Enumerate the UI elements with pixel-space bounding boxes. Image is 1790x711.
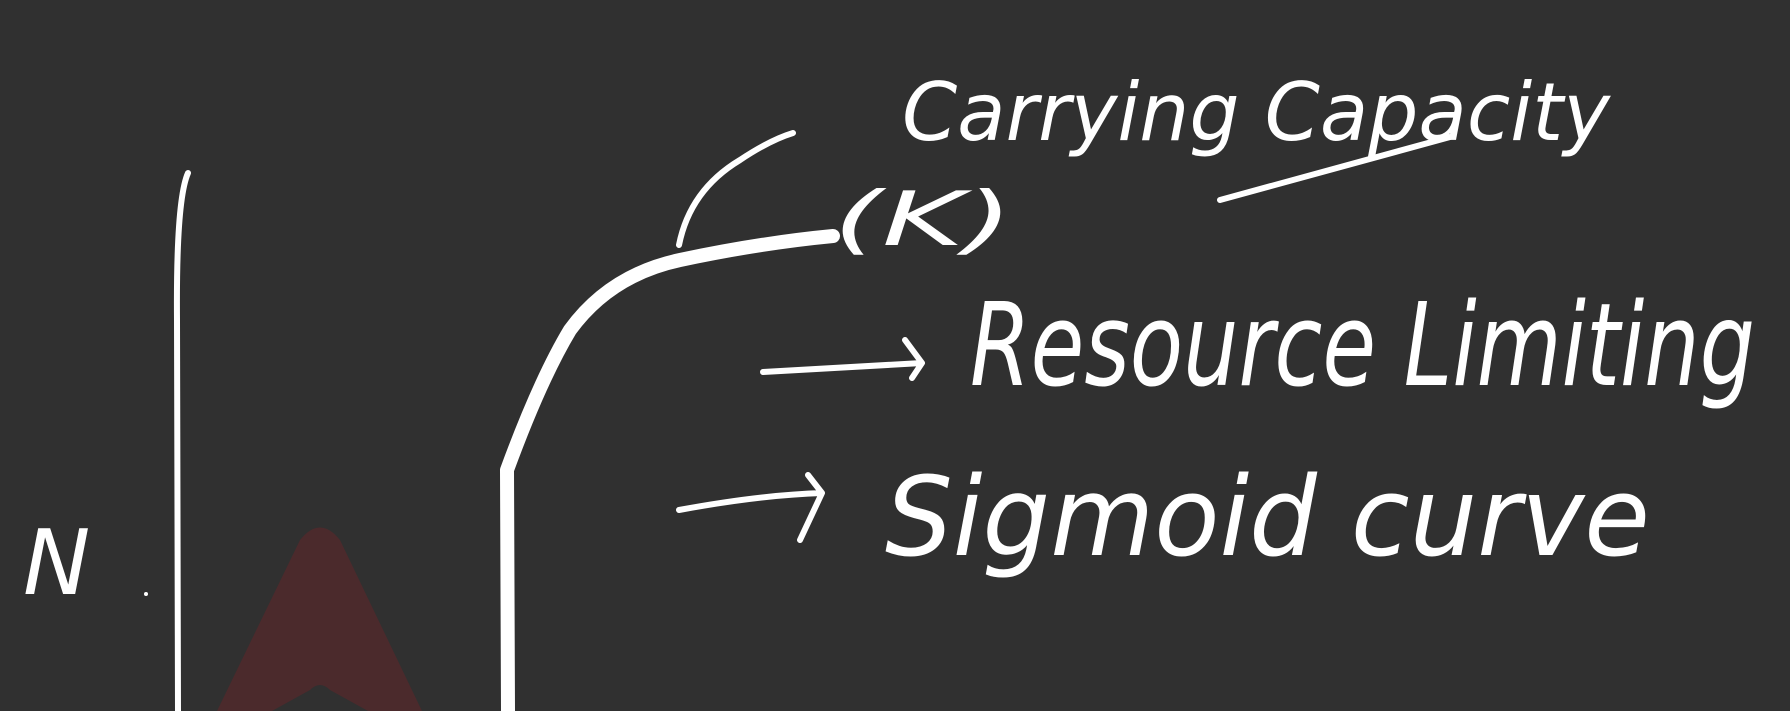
dot: [144, 592, 148, 596]
underline: [1217, 134, 1453, 203]
annotation: (K): [833, 175, 1013, 263]
annotation: Sigmoid curve: [885, 453, 1650, 581]
watermark-logo: [217, 527, 422, 711]
arrow: [676, 472, 825, 543]
curve-extension: [676, 130, 796, 248]
arrow: [760, 337, 925, 381]
axis-label: N: [23, 511, 90, 616]
sigmoid-curve: [500, 229, 840, 711]
annotation: Resource Limiting: [970, 279, 1755, 413]
annotation: Carrying Capacity: [902, 66, 1612, 159]
y-axis: [173, 170, 191, 711]
